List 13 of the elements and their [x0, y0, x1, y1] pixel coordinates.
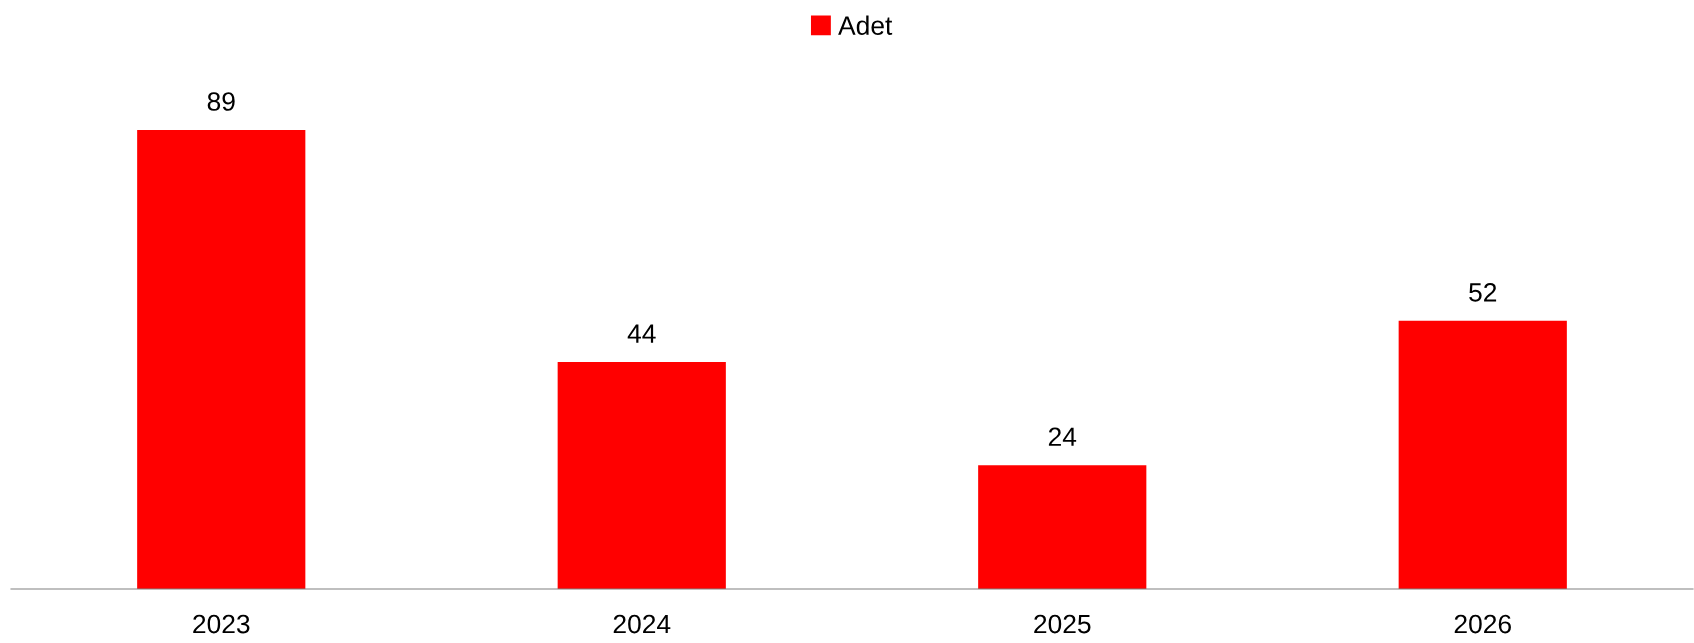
bar [557, 362, 726, 589]
data-label: 24 [1048, 427, 1077, 446]
data-label: 89 [207, 92, 235, 111]
bar [1398, 320, 1567, 589]
legend-label: Adet [838, 15, 893, 35]
bar [137, 129, 306, 589]
data-label: 44 [627, 324, 656, 343]
bar [978, 465, 1147, 589]
x-tick-label: 2023 [193, 614, 250, 634]
x-tick-label: 2024 [613, 614, 671, 634]
x-tick-label: 2026 [1454, 614, 1511, 634]
data-label: 52 [1469, 283, 1497, 302]
x-tick-label: 2025 [1034, 614, 1091, 634]
